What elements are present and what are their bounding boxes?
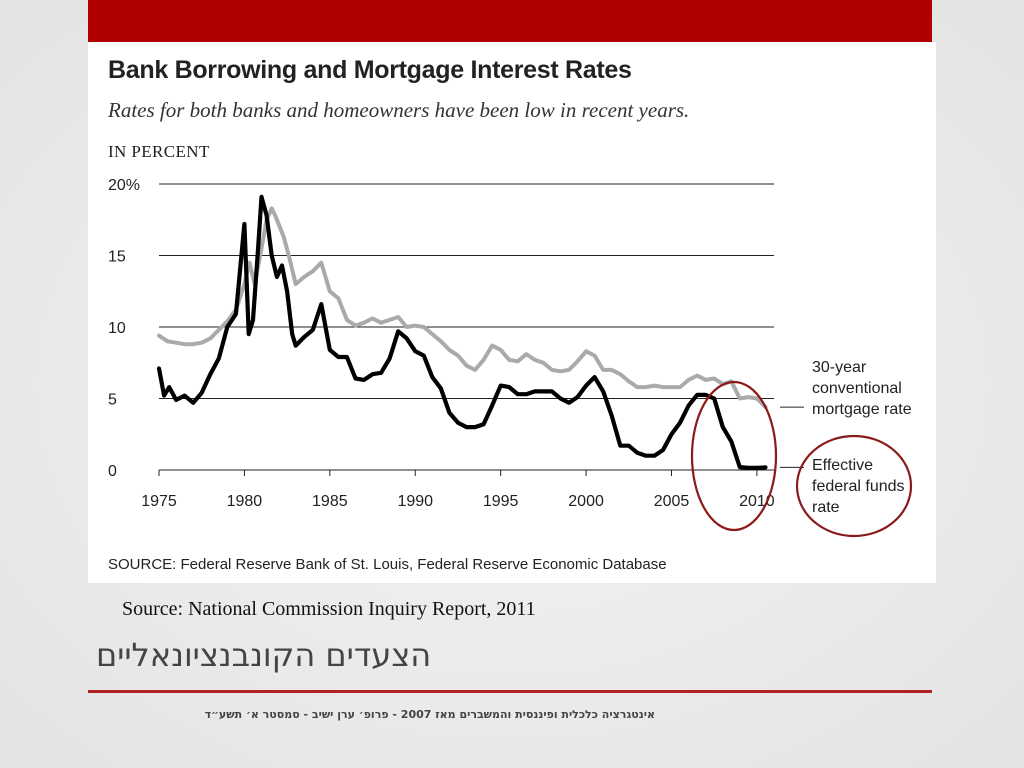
chart-panel: 0 5 10 15 20% 1975 1980 1985 1990 1995 2000 2005 201… — [88, 42, 936, 583]
x-tick-label: 1995 — [483, 493, 519, 510]
fedfunds-series-label: Effective — [812, 457, 873, 474]
mortgage-series-label: 30-year — [812, 359, 867, 376]
x-tick-label: 1980 — [227, 493, 263, 510]
slide-footer: אינטגרציה כלכלית ופיננסית והמשברים מאז 2… — [204, 708, 655, 721]
y-tick-label: 10 — [108, 320, 126, 337]
x-tick-label: 1985 — [312, 493, 348, 510]
y-tick-label: 15 — [108, 249, 126, 266]
y-tick-label: 0 — [108, 463, 117, 480]
mortgage-rate-line — [157, 206, 768, 410]
chart-source: SOURCE: Federal Reserve Bank of St. Loui… — [108, 556, 667, 573]
decline-highlight-circle — [690, 380, 778, 532]
chart-subtitle: Rates for both banks and homeowners have… — [108, 98, 690, 122]
mortgage-series-label: conventional — [812, 380, 902, 397]
y-tick-label: 20% — [108, 177, 140, 194]
slide-title: הצעדים הקונבנציונאליים — [96, 636, 432, 674]
fedfunds-series-label: federal funds — [812, 478, 905, 495]
x-tick-label: 2005 — [654, 493, 690, 510]
x-tick-label: 1990 — [397, 493, 433, 510]
x-tick-label: 1975 — [141, 493, 177, 510]
top-accent-bar — [88, 0, 932, 42]
y-axis-unit-label: IN PERCENT — [108, 142, 210, 161]
title-divider — [88, 690, 932, 693]
chart-title: Bank Borrowing and Mortgage Interest Rat… — [108, 56, 632, 84]
x-tick-label: 2000 — [568, 493, 604, 510]
y-tick-label: 5 — [108, 392, 117, 409]
slide-caption: Source: National Commission Inquiry Repo… — [122, 598, 536, 620]
fedfunds-label-highlight-circle — [795, 434, 913, 538]
fed-funds-rate-line — [156, 194, 768, 470]
fedfunds-series-label: rate — [812, 499, 840, 516]
mortgage-series-label: mortgage rate — [812, 401, 912, 418]
